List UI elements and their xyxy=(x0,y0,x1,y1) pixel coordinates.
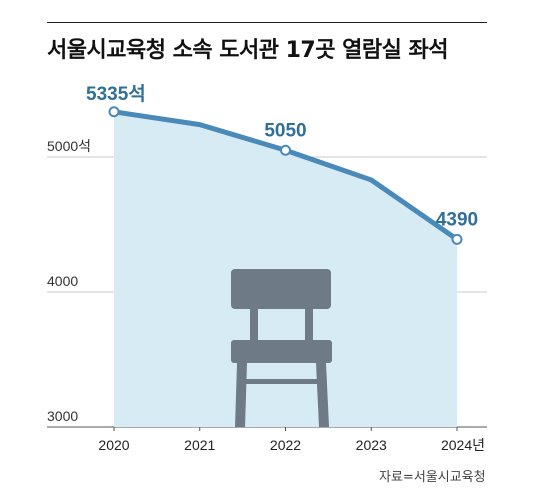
chair-backrest xyxy=(231,269,331,309)
x-tick-label: 2022 xyxy=(270,437,301,453)
data-labels: 5335석 5050 4390 xyxy=(86,83,478,231)
y-tick-label: 5000석 xyxy=(47,138,91,154)
y-tick-label: 3000 xyxy=(47,408,78,424)
top-rule xyxy=(47,22,487,23)
data-label: 4390 xyxy=(436,209,478,230)
chair-seat xyxy=(231,340,332,363)
x-axis-ticks: 2020 2021 2022 2023 2024년 xyxy=(98,427,485,453)
chair-crossbar xyxy=(245,379,317,384)
chair-back-post xyxy=(250,309,258,342)
source-note: 자료=서울시교육청 xyxy=(379,470,486,485)
chair-leg xyxy=(235,363,247,427)
x-tick-label: 2023 xyxy=(356,437,387,453)
chair-icon xyxy=(231,269,332,427)
y-axis-ticks: 3000 4000 5000석 xyxy=(47,138,91,424)
data-point xyxy=(280,144,291,156)
x-tick-label: 2024년 xyxy=(441,437,485,453)
y-tick-label: 4000 xyxy=(47,273,78,289)
chair-leg xyxy=(316,363,329,427)
data-point xyxy=(108,106,120,118)
data-label: 5050 xyxy=(264,120,306,141)
chart-title: 서울시교육청 소속 도서관 17곳 열람실 좌석 xyxy=(47,38,449,63)
data-point xyxy=(451,233,463,245)
data-label: 5335석 xyxy=(86,83,146,105)
x-tick-label: 2020 xyxy=(98,437,129,453)
x-tick-label: 2021 xyxy=(184,437,215,453)
data-points xyxy=(108,106,463,245)
chair-back-post xyxy=(305,309,313,342)
